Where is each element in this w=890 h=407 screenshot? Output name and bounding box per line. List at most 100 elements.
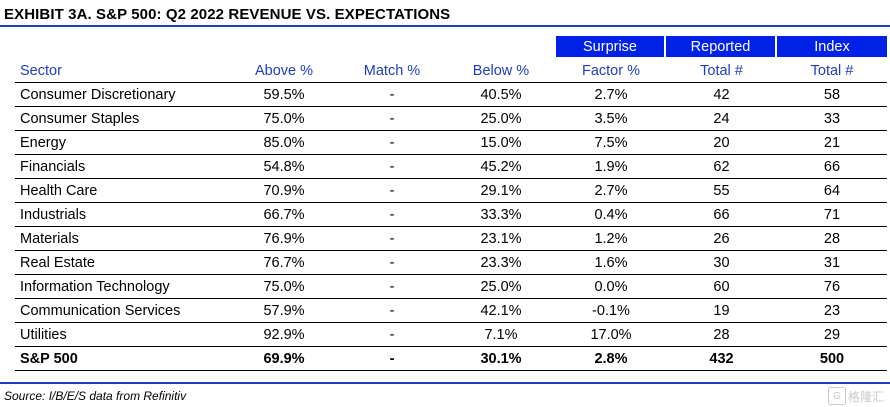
super-header-spacer: [15, 36, 230, 57]
cell-match: -: [389, 254, 395, 271]
watermark-text: 格隆汇: [847, 389, 884, 404]
cell-sector: Consumer Staples: [20, 110, 140, 127]
column-header-reported-total: Total #: [700, 62, 743, 79]
cell-above: 59.5%: [263, 86, 305, 103]
table-row: Consumer Staples 75.0% - 25.0% 3.5% 24 33: [15, 107, 887, 131]
cell-match: -: [389, 230, 395, 247]
cell-match: -: [389, 182, 395, 199]
cell-below: 33.3%: [480, 206, 522, 223]
total-match: -: [389, 350, 395, 367]
cell-below: 15.0%: [480, 134, 522, 151]
table-row: Information Technology 75.0% - 25.0% 0.0% 60 7…: [15, 275, 887, 299]
total-row: S&P 500 69.9% - 30.1% 2.8% 432 500: [15, 347, 887, 371]
cell-index: 71: [823, 206, 841, 223]
column-header-above: Above %: [254, 62, 314, 79]
table-row: Consumer Discretionary 59.5% - 40.5% 2.7% 42 5…: [15, 83, 887, 107]
cell-index: 21: [823, 134, 841, 151]
cell-below: 29.1%: [480, 182, 522, 199]
cell-reported: 24: [713, 110, 730, 127]
cell-above: 75.0%: [263, 278, 305, 295]
cell-below: 42.1%: [480, 302, 522, 319]
table-row: Real Estate 76.7% - 23.3% 1.6% 30 31: [15, 251, 887, 275]
cell-surprise-factor: 0.4%: [594, 206, 628, 223]
table-row: Industrials 66.7% - 33.3% 0.4% 66 71: [15, 203, 887, 227]
cell-reported: 19: [713, 302, 730, 319]
cell-surprise-factor: 1.6%: [594, 254, 628, 271]
cell-match: -: [389, 86, 395, 103]
cell-index: 76: [823, 278, 841, 295]
cell-below: 40.5%: [480, 86, 522, 103]
table-row: Materials 76.9% - 23.1% 1.2% 26 28: [15, 227, 887, 251]
cell-match: -: [389, 206, 395, 223]
cell-surprise-factor: 3.5%: [594, 110, 628, 127]
table-body: Consumer Discretionary 59.5% - 40.5% 2.7% 42 5…: [15, 83, 887, 347]
cell-index: 64: [823, 182, 841, 199]
cell-sector: Energy: [20, 134, 66, 151]
cell-below: 45.2%: [480, 158, 522, 175]
table-row: Financials 54.8% - 45.2% 1.9% 62 66: [15, 155, 887, 179]
total-above: 69.9%: [263, 350, 305, 367]
cell-index: 33: [823, 110, 841, 127]
total-index: 500: [819, 350, 845, 367]
cell-surprise-factor: 2.7%: [594, 182, 628, 199]
revenue-table: Surprise Reported Index Sector Above % M…: [15, 36, 887, 371]
cell-surprise-factor: 1.9%: [594, 158, 628, 175]
table-row: Utilities 92.9% - 7.1% 17.0% 28 29: [15, 323, 887, 347]
column-header-row: Sector Above % Match % Below % Factor % …: [15, 59, 887, 83]
watermark-logo-icon: G: [827, 387, 846, 405]
source-note: Source: I/B/E/S data from Refinitiv: [4, 389, 187, 403]
cell-above: 57.9%: [263, 302, 305, 319]
cell-above: 66.7%: [263, 206, 305, 223]
column-header-index-total: Total #: [810, 62, 854, 79]
cell-above: 85.0%: [263, 134, 305, 151]
cell-sector: Financials: [20, 158, 86, 175]
cell-reported: 60: [713, 278, 730, 295]
cell-above: 92.9%: [263, 326, 305, 343]
cell-above: 76.9%: [263, 230, 305, 247]
table-row: Energy 85.0% - 15.0% 7.5% 20 21: [15, 131, 887, 155]
total-surprise-factor: 2.8%: [594, 350, 628, 367]
cell-index: 29: [823, 326, 841, 343]
total-sector: S&P 500: [20, 350, 78, 367]
total-reported: 432: [709, 350, 734, 367]
title-rule: [0, 25, 890, 27]
cell-index: 28: [823, 230, 841, 247]
cell-reported: 26: [713, 230, 730, 247]
cell-below: 25.0%: [480, 278, 522, 295]
cell-surprise-factor: 7.5%: [594, 134, 628, 151]
cell-match: -: [389, 158, 395, 175]
super-header-row: Surprise Reported Index: [15, 36, 887, 57]
cell-above: 70.9%: [263, 182, 305, 199]
cell-index: 58: [823, 86, 841, 103]
cell-match: -: [389, 278, 395, 295]
cell-surprise-factor: 1.2%: [594, 230, 628, 247]
cell-match: -: [389, 134, 395, 151]
cell-below: 23.1%: [480, 230, 522, 247]
cell-reported: 42: [713, 86, 730, 103]
cell-reported: 62: [713, 158, 730, 175]
table-row: Health Care 70.9% - 29.1% 2.7% 55 64: [15, 179, 887, 203]
column-header-surprise-factor: Factor %: [581, 62, 640, 79]
cell-sector: Health Care: [20, 182, 98, 199]
cell-below: 7.1%: [484, 326, 518, 343]
cell-index: 23: [823, 302, 841, 319]
total-below: 30.1%: [480, 350, 522, 367]
cell-sector: Materials: [20, 230, 79, 247]
cell-sector: Industrials: [20, 206, 87, 223]
super-header-index: Index: [777, 36, 887, 57]
exhibit-title: EXHIBIT 3A. S&P 500: Q2 2022 REVENUE VS.…: [4, 6, 451, 23]
column-header-below: Below %: [472, 62, 530, 79]
super-header-surprise: Surprise: [556, 36, 666, 57]
cell-above: 76.7%: [263, 254, 305, 271]
cell-match: -: [389, 110, 395, 127]
cell-reported: 20: [713, 134, 730, 151]
watermark: G 格隆汇: [827, 387, 884, 405]
cell-index: 66: [823, 158, 841, 175]
column-header-sector: Sector: [20, 62, 62, 79]
cell-match: -: [389, 326, 395, 343]
cell-sector: Consumer Discretionary: [20, 86, 176, 103]
cell-sector: Real Estate: [20, 254, 95, 271]
cell-reported: 66: [713, 206, 730, 223]
cell-match: -: [389, 302, 395, 319]
cell-above: 54.8%: [263, 158, 305, 175]
